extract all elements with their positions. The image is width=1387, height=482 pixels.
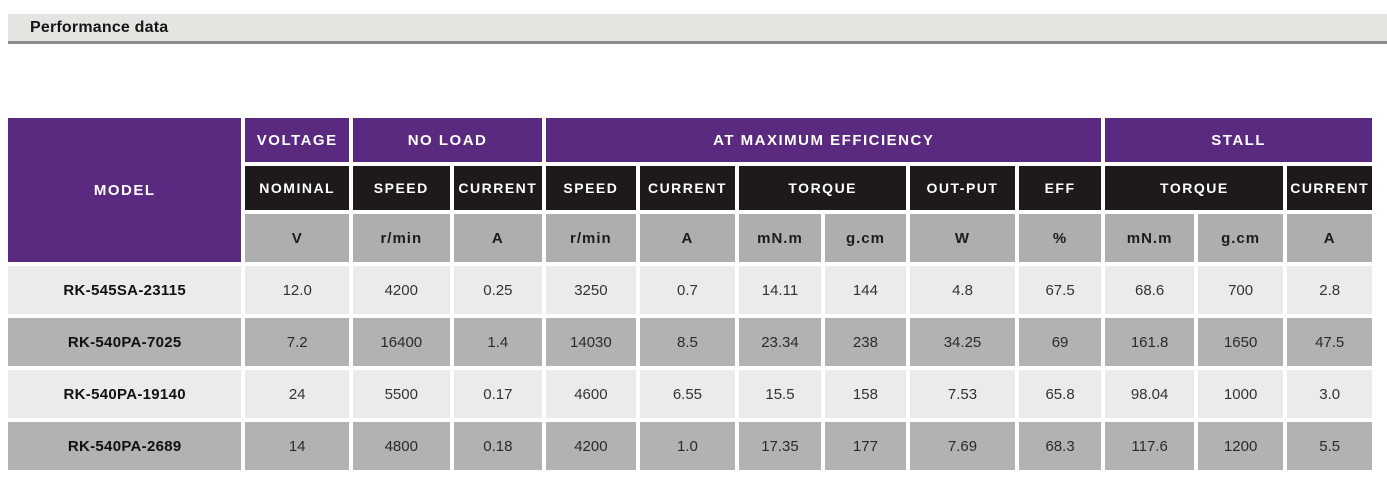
subheader-stall-torque: TORQUE xyxy=(1105,166,1284,210)
model-cell: RK-540PA-2689 xyxy=(8,422,242,470)
value-cell: 117.6 xyxy=(1105,422,1194,470)
value-cell: 177 xyxy=(824,422,907,470)
unit-max-eff-torque-gcm: g.cm xyxy=(824,214,907,262)
unit-no-load-speed: r/min xyxy=(353,214,450,262)
section-title-bar: Performance data xyxy=(8,14,1387,44)
value-cell: 34.25 xyxy=(910,318,1015,366)
value-cell: 1.4 xyxy=(453,318,543,366)
value-cell: 24 xyxy=(245,370,349,418)
unit-eff-percent: % xyxy=(1018,214,1102,262)
value-cell: 1000 xyxy=(1197,370,1284,418)
model-cell: RK-540PA-7025 xyxy=(8,318,242,366)
value-cell: 14 xyxy=(245,422,349,470)
value-cell: 1200 xyxy=(1197,422,1284,470)
model-cell: RK-545SA-23115 xyxy=(8,266,242,314)
subheader-max-eff-torque: TORQUE xyxy=(739,166,907,210)
performance-table: MODEL VOLTAGE NO LOAD AT MAXIMUM EFFICIE… xyxy=(4,114,1376,474)
value-cell: 65.8 xyxy=(1018,370,1102,418)
value-cell: 4.8 xyxy=(910,266,1015,314)
value-cell: 4200 xyxy=(546,422,636,470)
value-cell: 8.5 xyxy=(639,318,736,366)
value-cell: 0.25 xyxy=(453,266,543,314)
value-cell: 161.8 xyxy=(1105,318,1194,366)
value-cell: 47.5 xyxy=(1287,318,1372,366)
table-row: RK-540PA-2689 14 4800 0.18 4200 1.0 17.35 177 7.… xyxy=(8,422,1372,470)
unit-voltage: V xyxy=(245,214,349,262)
value-cell: 144 xyxy=(824,266,907,314)
value-cell: 7.69 xyxy=(910,422,1015,470)
value-cell: 98.04 xyxy=(1105,370,1194,418)
table-row: RK-540PA-19140 24 5500 0.17 4600 6.55 15.5 158 7… xyxy=(8,370,1372,418)
subheader-nominal: NOMINAL xyxy=(245,166,349,210)
value-cell: 14030 xyxy=(546,318,636,366)
value-cell: 2.8 xyxy=(1287,266,1372,314)
subheader-max-eff-speed: SPEED xyxy=(546,166,636,210)
value-cell: 68.6 xyxy=(1105,266,1194,314)
unit-row: V r/min A r/min A mN.m g.cm W % mN.m g.c… xyxy=(8,214,1372,262)
header-model: MODEL xyxy=(8,118,242,262)
value-cell: 1650 xyxy=(1197,318,1284,366)
unit-stall-current: A xyxy=(1287,214,1372,262)
value-cell: 0.7 xyxy=(639,266,736,314)
value-cell: 4800 xyxy=(353,422,450,470)
value-cell: 0.18 xyxy=(453,422,543,470)
subheader-no-load-speed: SPEED xyxy=(353,166,450,210)
table-body: RK-545SA-23115 12.0 4200 0.25 3250 0.7 14.11 14… xyxy=(8,266,1372,470)
value-cell: 158 xyxy=(824,370,907,418)
value-cell: 12.0 xyxy=(245,266,349,314)
unit-max-eff-current: A xyxy=(639,214,736,262)
value-cell: 4200 xyxy=(353,266,450,314)
value-cell: 3.0 xyxy=(1287,370,1372,418)
value-cell: 14.11 xyxy=(739,266,821,314)
group-header-row: MODEL VOLTAGE NO LOAD AT MAXIMUM EFFICIE… xyxy=(8,118,1372,262)
value-cell: 4600 xyxy=(546,370,636,418)
unit-stall-torque-gcm: g.cm xyxy=(1197,214,1284,262)
value-cell: 7.2 xyxy=(245,318,349,366)
value-cell: 68.3 xyxy=(1018,422,1102,470)
subheader-no-load-current: CURRENT xyxy=(453,166,543,210)
subheader-output: OUT-PUT xyxy=(910,166,1015,210)
header-no-load: NO LOAD xyxy=(353,118,543,162)
value-cell: 17.35 xyxy=(739,422,821,470)
value-cell: 1.0 xyxy=(639,422,736,470)
value-cell: 15.5 xyxy=(739,370,821,418)
sub-header-row: NOMINAL SPEED CURRENT SPEED CURRENT TORQ… xyxy=(8,166,1372,210)
unit-max-eff-speed: r/min xyxy=(546,214,636,262)
subheader-eff: EFF xyxy=(1018,166,1102,210)
value-cell: 16400 xyxy=(353,318,450,366)
value-cell: 3250 xyxy=(546,266,636,314)
page-title: Performance data xyxy=(30,18,169,36)
value-cell: 23.34 xyxy=(739,318,821,366)
model-cell: RK-540PA-19140 xyxy=(8,370,242,418)
value-cell: 6.55 xyxy=(639,370,736,418)
unit-stall-torque-mnm: mN.m xyxy=(1105,214,1194,262)
header-at-maximum-efficiency: AT MAXIMUM EFFICIENCY xyxy=(546,118,1102,162)
value-cell: 7.53 xyxy=(910,370,1015,418)
value-cell: 5500 xyxy=(353,370,450,418)
unit-max-eff-torque-mnm: mN.m xyxy=(739,214,821,262)
value-cell: 5.5 xyxy=(1287,422,1372,470)
subheader-max-eff-current: CURRENT xyxy=(639,166,736,210)
header-stall: STALL xyxy=(1105,118,1372,162)
value-cell: 238 xyxy=(824,318,907,366)
subheader-stall-current: CURRENT xyxy=(1287,166,1372,210)
table-row: RK-545SA-23115 12.0 4200 0.25 3250 0.7 14.11 14… xyxy=(8,266,1372,314)
header-voltage: VOLTAGE xyxy=(245,118,349,162)
value-cell: 69 xyxy=(1018,318,1102,366)
unit-output-w: W xyxy=(910,214,1015,262)
value-cell: 67.5 xyxy=(1018,266,1102,314)
value-cell: 700 xyxy=(1197,266,1284,314)
table-row: RK-540PA-7025 7.2 16400 1.4 14030 8.5 23.34 238… xyxy=(8,318,1372,366)
value-cell: 0.17 xyxy=(453,370,543,418)
unit-no-load-current: A xyxy=(453,214,543,262)
